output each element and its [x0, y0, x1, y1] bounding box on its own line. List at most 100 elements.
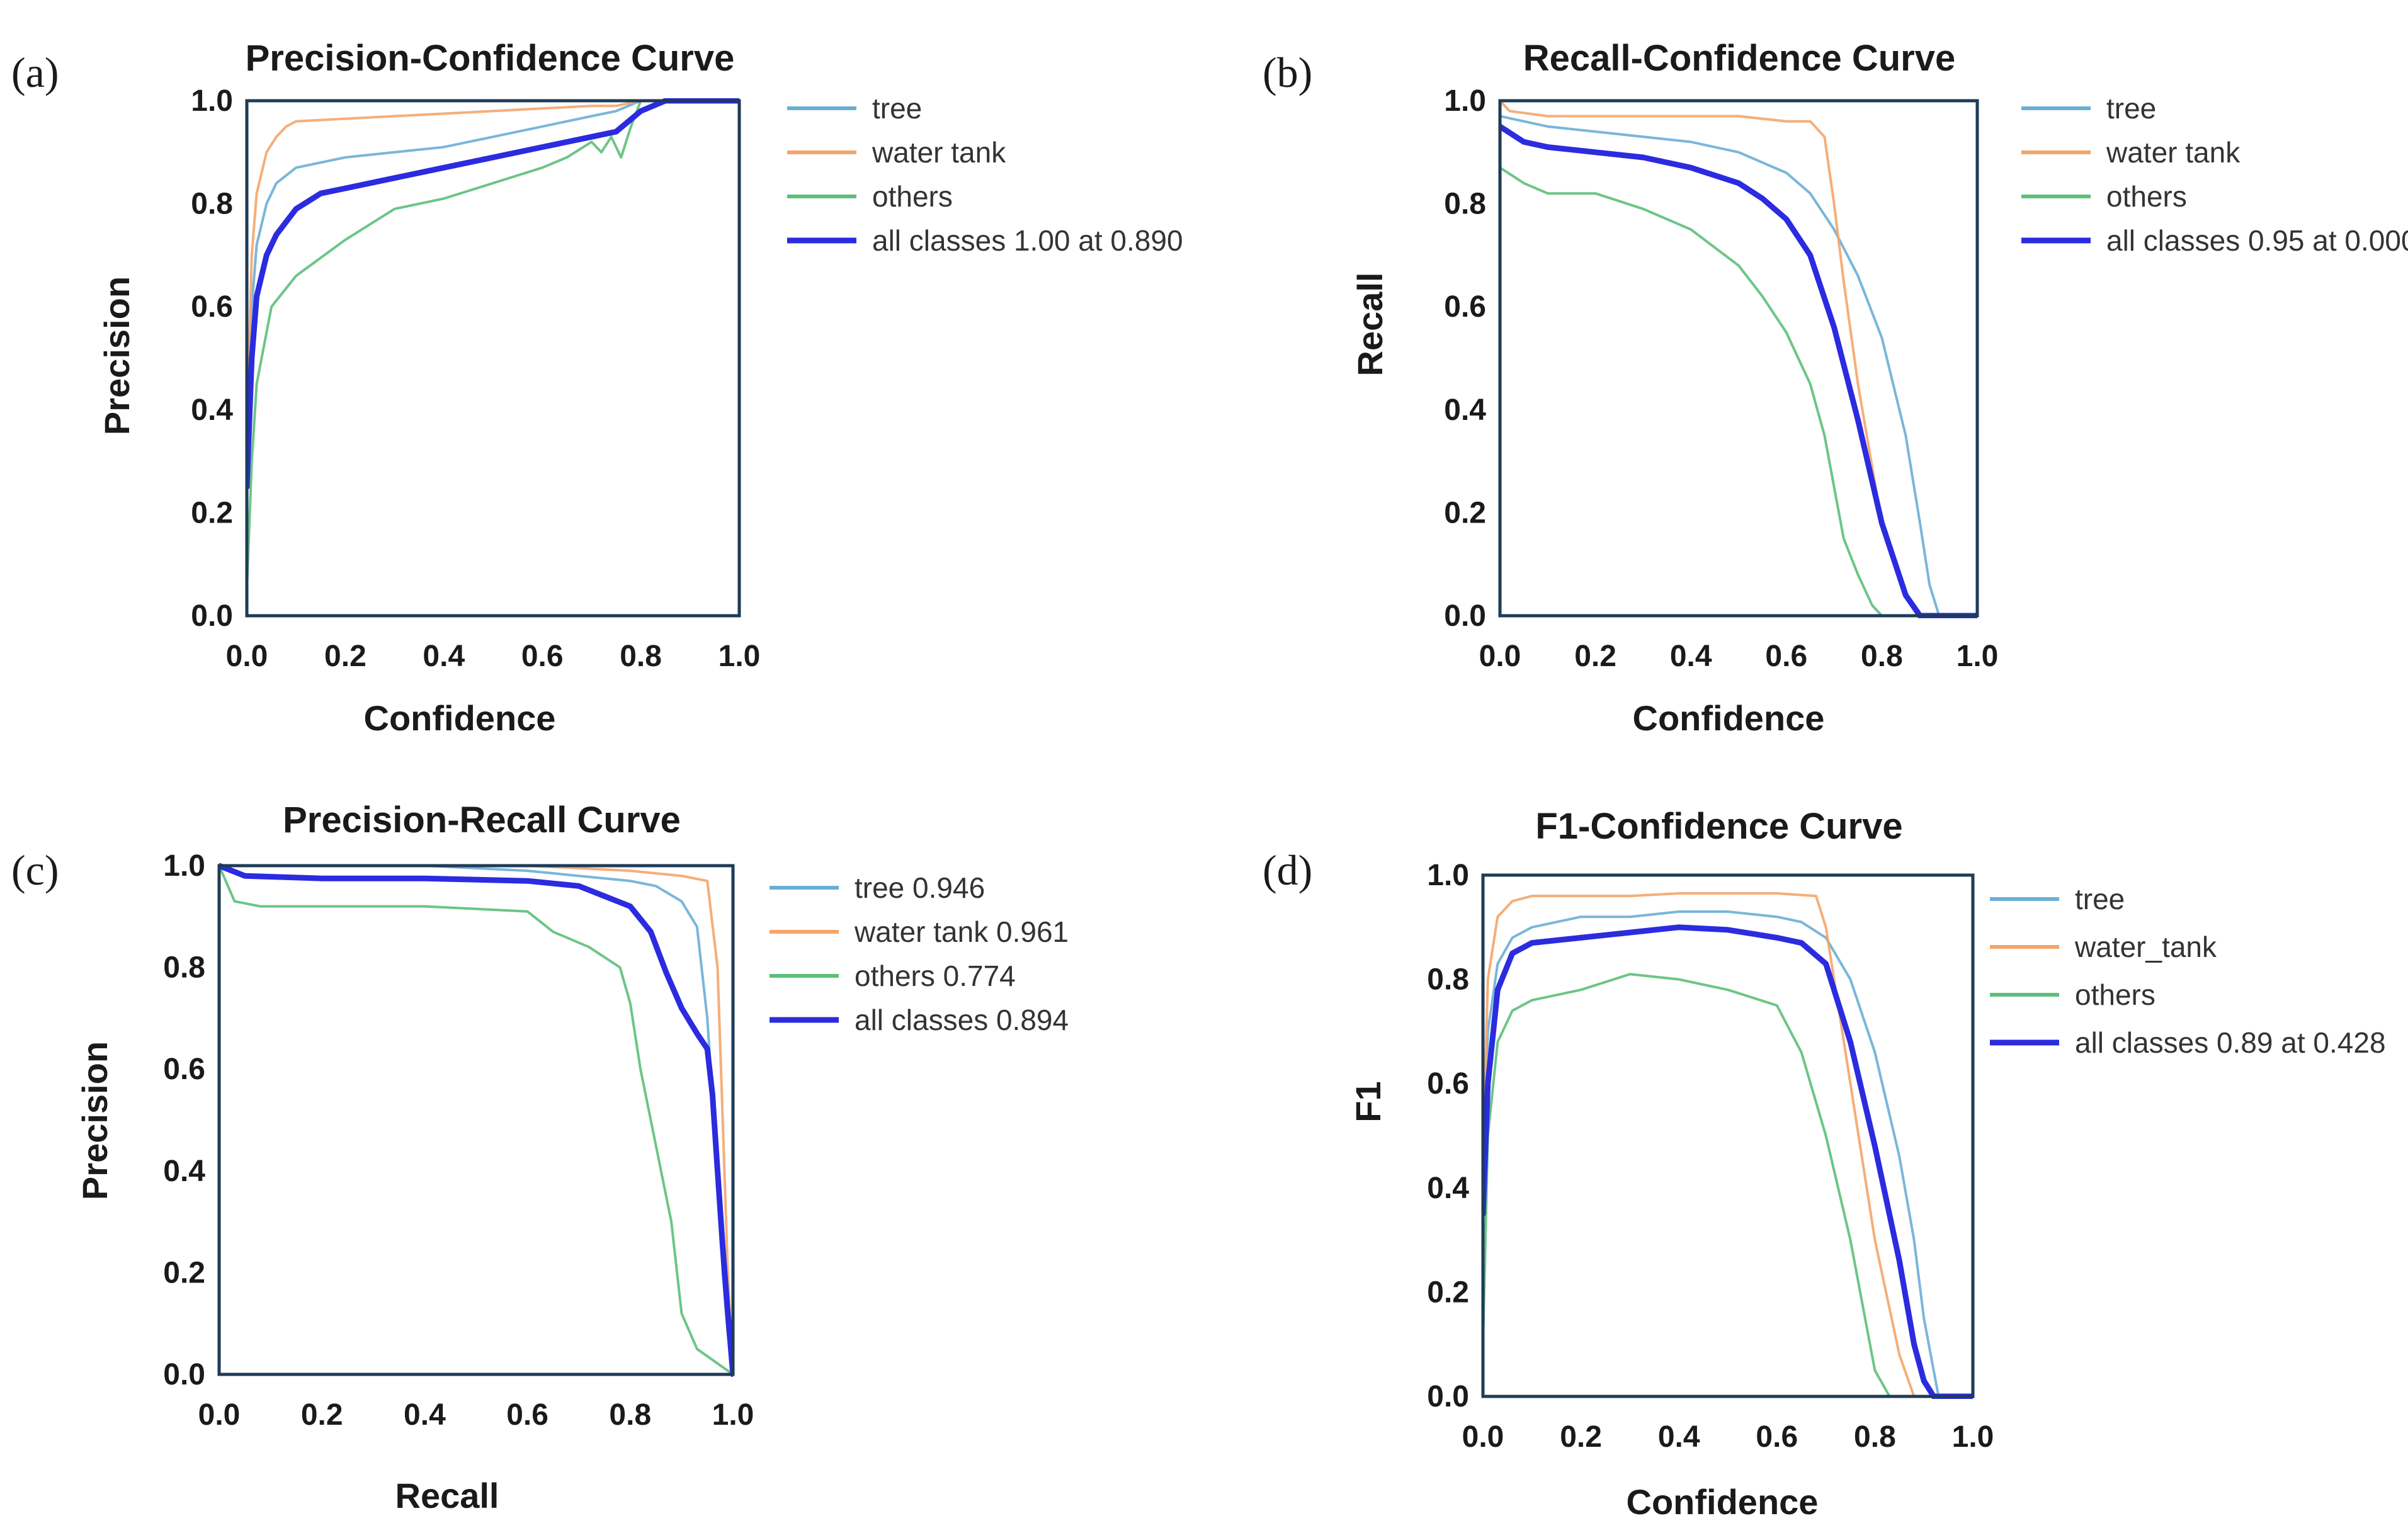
panel-a-xtick-label: 0.0 [226, 640, 268, 673]
panel-a-series-water-tank-line [247, 99, 739, 437]
panel-c-legend: tree 0.946 water tank 0.961 others 0.774 al… [770, 871, 1069, 1036]
panel-b-legend: tree water tank others all classes 0.95 at … [2021, 92, 2408, 257]
panel-a-series-others-line [247, 99, 739, 592]
panel-a-frame [245, 99, 741, 618]
panel-d-title: F1-Confidence Curve [1535, 806, 1902, 847]
panel-d-ylabel: F1 [1348, 1081, 1388, 1122]
panel-d-series-others-line [1483, 973, 1973, 1398]
panel-d-xtick-label: 0.2 [1560, 1420, 1602, 1454]
panel-b-title: Recall-Confidence Curve [1523, 38, 1956, 79]
panel-d-xtick-label: 0.8 [1854, 1420, 1896, 1454]
panel-b-xtick-label: 0.8 [1861, 640, 1903, 673]
panel-b-xtick-label: 0.4 [1670, 640, 1712, 673]
panel-b-frame [1498, 99, 1979, 618]
panel-a-label: (a) [11, 48, 59, 96]
panel-a-series-all-classes-line [247, 98, 739, 490]
panel-c-series-others-line [219, 864, 733, 1376]
panel-a-xtick-label: 0.2 [324, 640, 366, 673]
panel-d-series-all-classes-line [1483, 924, 1973, 1399]
panel-a-ylabel: Precision [97, 276, 137, 435]
panel-a-xlabel: Confidence [364, 698, 556, 738]
panel-d-ytick-label: 0.6 [1427, 1067, 1469, 1101]
panel-d-xlabel: Confidence [1627, 1482, 1819, 1522]
panel-b-ytick-label: 0.8 [1444, 188, 1486, 221]
panel-a-title: Precision-Confidence Curve [246, 38, 735, 79]
panel-d-legend-label: others [2075, 978, 2155, 1011]
panel-c-ytick-label: 0.6 [163, 1053, 205, 1086]
panel-b-xtick-label: 0.6 [1765, 640, 1807, 673]
panel-d-series-water-tank-line [1483, 892, 1973, 1398]
panel-c-plot-area [219, 866, 733, 1374]
panel-d-label: (d) [1263, 846, 1312, 894]
panel-c-legend-label: all classes 0.894 [855, 1004, 1069, 1036]
panel-a-legend-label: all classes 1.00 at 0.890 [872, 224, 1183, 257]
panel-b-xtick-label: 0.2 [1574, 640, 1616, 673]
panel-c-series-all-classes-line [219, 863, 733, 1377]
panel-b-xtick-label: 0.0 [1479, 640, 1521, 673]
panel-a-legend: tree water tank others all classes 1.00 at … [787, 92, 1183, 257]
panel-c-chart: (c) Precision-Recall Curve 0.0 0.2 0.4 0.6 0.8… [11, 800, 1069, 1515]
panel-a-chart: (a) Precision-Confidence Curve 0.0 0.2 0.4 0.… [11, 38, 1183, 738]
panel-a-xtick-label: 0.8 [620, 640, 662, 673]
panel-a-ytick-label: 0.8 [191, 188, 233, 221]
panel-c-xtick-label: 0.4 [404, 1398, 446, 1432]
panel-c-ytick-label: 0.2 [163, 1256, 205, 1289]
panel-d-ytick-label: 0.8 [1427, 963, 1469, 997]
panel-d-xtick-label: 1.0 [1952, 1420, 1994, 1454]
panel-b-series-tree-line [1500, 115, 1977, 617]
panel-a-ytick-label: 0.2 [191, 496, 233, 529]
panel-c-xtick-label: 1.0 [712, 1398, 754, 1432]
panel-c-legend-label: tree 0.946 [855, 871, 985, 904]
panel-d-ytick-label: 0.2 [1427, 1276, 1469, 1309]
panel-c-legend-label: others 0.774 [855, 959, 1016, 992]
panel-b-label: (b) [1263, 48, 1312, 96]
panel-c-frame [217, 864, 735, 1376]
panel-a-ytick-label: 0.4 [191, 393, 233, 427]
panel-a-ytick-label: 0.6 [191, 290, 233, 324]
panel-d-series-group [1483, 892, 1973, 1399]
panel-b-ylabel: Recall [1350, 273, 1390, 376]
panel-c-xtick-label: 0.6 [506, 1398, 548, 1432]
panel-a-series-tree-line [247, 99, 739, 463]
panel-d-series-tree-line [1483, 910, 1973, 1398]
panel-c-xtick-label: 0.0 [198, 1398, 241, 1432]
panel-d-xtick-label: 0.0 [1462, 1420, 1504, 1454]
panel-d-legend-label: water_tank [2074, 931, 2217, 963]
panel-c-xlabel: Recall [395, 1476, 499, 1515]
panel-b-chart: (b) Recall-Confidence Curve 0.0 0.2 0.4 0.6 0.… [1263, 38, 2408, 738]
panel-b-xlabel: Confidence [1633, 698, 1825, 738]
panel-a-plot-area [247, 101, 739, 616]
panel-d-legend-label: tree [2075, 883, 2125, 915]
panel-d-ytick-label: 0.0 [1427, 1380, 1469, 1413]
panel-b-xtick-label: 1.0 [1956, 640, 1999, 673]
panel-c-ytick-label: 1.0 [163, 849, 205, 883]
panel-c-legend-label: water tank 0.961 [854, 915, 1069, 948]
panel-b-ytick-label: 0.0 [1444, 599, 1486, 633]
panel-a-legend-label: tree [872, 92, 922, 125]
panel-c-xtick-label: 0.8 [609, 1398, 651, 1432]
panel-c-ytick-label: 0.0 [163, 1358, 205, 1391]
panel-a-xtick-label: 1.0 [718, 640, 761, 673]
panel-b-legend-label: water tank [2106, 136, 2240, 169]
panel-c-xtick-label: 0.2 [301, 1398, 343, 1432]
panel-c-ylabel: Precision [75, 1041, 115, 1200]
panel-a-xtick-label: 0.6 [521, 640, 564, 673]
panel-a-xtick-label: 0.4 [423, 640, 465, 673]
panel-d-legend-label: all classes 0.89 at 0.428 [2075, 1026, 2386, 1059]
panel-a-ytick-label: 0.0 [191, 599, 233, 633]
panel-b-legend-label: tree [2106, 92, 2156, 125]
panel-d-xtick-label: 0.4 [1658, 1420, 1700, 1454]
panel-d-ytick-label: 1.0 [1427, 859, 1469, 892]
panel-b-legend-label: others [2106, 180, 2187, 213]
panel-a-series-group [247, 98, 739, 592]
panel-d-frame [1481, 873, 1975, 1398]
panel-a-legend-label: others [872, 180, 953, 213]
panel-b-ytick-label: 0.2 [1444, 496, 1486, 529]
panel-c-title: Precision-Recall Curve [283, 800, 681, 840]
panel-b-series-all-classes-line [1500, 123, 1977, 618]
panel-d-plot-area [1483, 875, 1973, 1396]
panel-b-series-others-line [1500, 166, 1977, 617]
panel-b-legend-label: all classes 0.95 at 0.000 [2106, 224, 2408, 257]
